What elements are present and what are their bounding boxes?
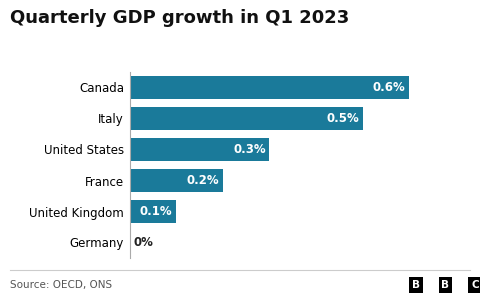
Bar <box>130 200 176 223</box>
Text: B: B <box>442 280 449 290</box>
Text: 0.2%: 0.2% <box>187 174 219 187</box>
Text: Quarterly GDP growth in Q1 2023: Quarterly GDP growth in Q1 2023 <box>10 9 349 27</box>
Text: B: B <box>412 280 420 290</box>
Bar <box>130 138 269 161</box>
Bar <box>130 107 363 130</box>
Text: 0%: 0% <box>133 236 153 249</box>
Text: 0.1%: 0.1% <box>140 205 172 218</box>
Bar <box>130 169 223 192</box>
Bar <box>130 76 409 99</box>
Text: 0.3%: 0.3% <box>233 143 266 156</box>
Text: 0.6%: 0.6% <box>373 81 406 94</box>
Text: C: C <box>471 280 479 290</box>
Text: 0.5%: 0.5% <box>326 112 359 125</box>
Text: Source: OECD, ONS: Source: OECD, ONS <box>10 280 112 290</box>
